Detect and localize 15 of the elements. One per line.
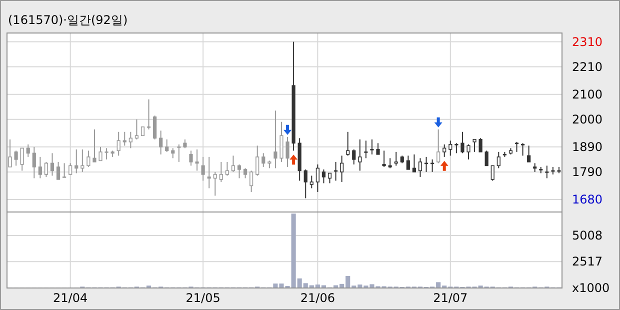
y-tick-label: 2310 <box>572 34 603 49</box>
x-tick-label: 21/07 <box>433 291 468 305</box>
chart-title: (161570)·일간(92일) <box>8 13 128 27</box>
y-tick-label: 2100 <box>572 87 603 102</box>
y-tick-label: 2000 <box>572 112 603 126</box>
y-tick-label: 5008 <box>572 228 603 242</box>
y-tick-label: 2210 <box>572 60 603 74</box>
y-tick-label: 2517 <box>572 254 603 269</box>
x-tick-label: 21/05 <box>186 291 220 305</box>
y-tick-label: 1790 <box>572 164 603 179</box>
y-tick-label: 1680 <box>572 192 603 206</box>
x-tick-label: 21/06 <box>300 291 335 305</box>
y-tick-label: x1000 <box>572 281 610 295</box>
x-tick-label: 21/04 <box>53 291 88 305</box>
y-tick-label: 1890 <box>572 140 603 154</box>
